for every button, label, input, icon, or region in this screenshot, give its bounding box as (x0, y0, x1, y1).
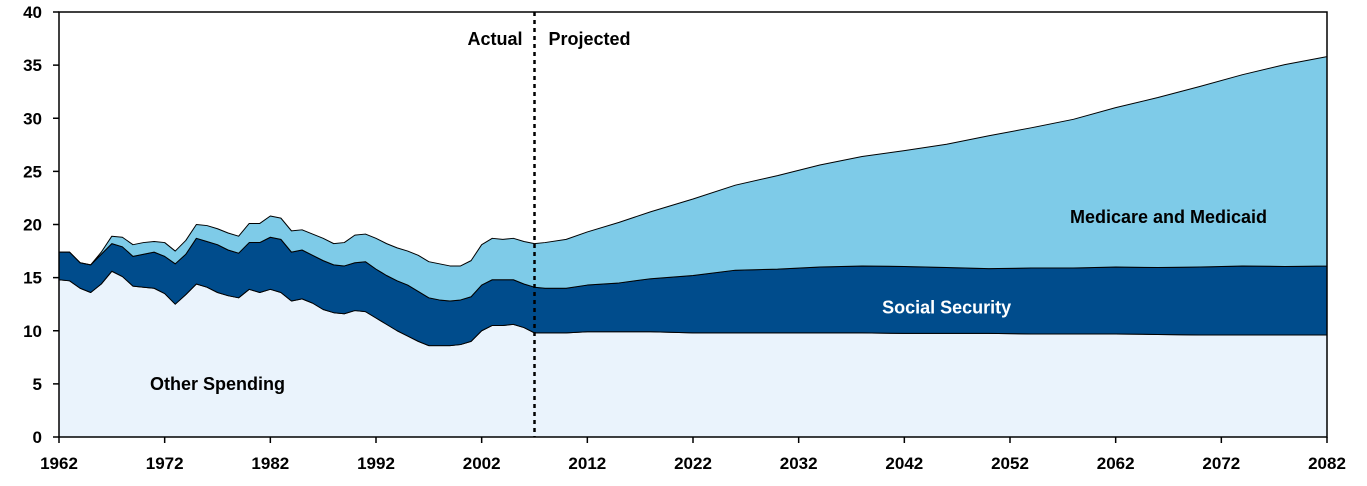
x-tick-label: 2022 (674, 454, 712, 473)
actual-label: Actual (467, 29, 522, 49)
y-tick-label: 15 (23, 269, 42, 288)
projected-label: Projected (549, 29, 631, 49)
x-tick-label: 2002 (463, 454, 501, 473)
y-tick-label: 40 (23, 3, 42, 22)
annotation-medicare-and-medicaid: Medicare and Medicaid (1070, 207, 1267, 227)
x-tick-label: 2042 (885, 454, 923, 473)
x-tick-label: 1992 (357, 454, 395, 473)
annotation-other-spending: Other Spending (150, 374, 285, 394)
y-tick-label: 25 (23, 162, 42, 181)
y-axis: 0 5 10 15 20 25 30 35 40 (23, 3, 59, 447)
x-tick-label: 1962 (40, 454, 78, 473)
x-tick-label: 2082 (1308, 454, 1346, 473)
x-tick-label: 2072 (1202, 454, 1240, 473)
y-tick-label: 20 (23, 216, 42, 235)
annotation-social-security: Social Security (882, 297, 1011, 317)
x-tick-label: 2012 (568, 454, 606, 473)
plot-area: Actual Projected (58, 11, 1328, 438)
y-tick-label: 10 (23, 322, 42, 341)
y-tick-label: 35 (23, 56, 42, 75)
x-axis: 1962 1972 1982 1992 2002 2012 2022 2032 2042 2052… (40, 437, 1346, 473)
y-tick-label: 30 (23, 109, 42, 128)
y-tick-label: 5 (33, 375, 42, 394)
x-tick-label: 2052 (991, 454, 1029, 473)
x-tick-label: 1982 (251, 454, 289, 473)
x-tick-label: 2062 (1097, 454, 1135, 473)
x-tick-label: 2032 (780, 454, 818, 473)
x-tick-label: 1972 (146, 454, 184, 473)
area-annotations: Other Spending Social Security Medicare an… (150, 207, 1267, 394)
y-tick-label: 0 (33, 428, 42, 447)
stacked-areas (58, 56, 1328, 438)
